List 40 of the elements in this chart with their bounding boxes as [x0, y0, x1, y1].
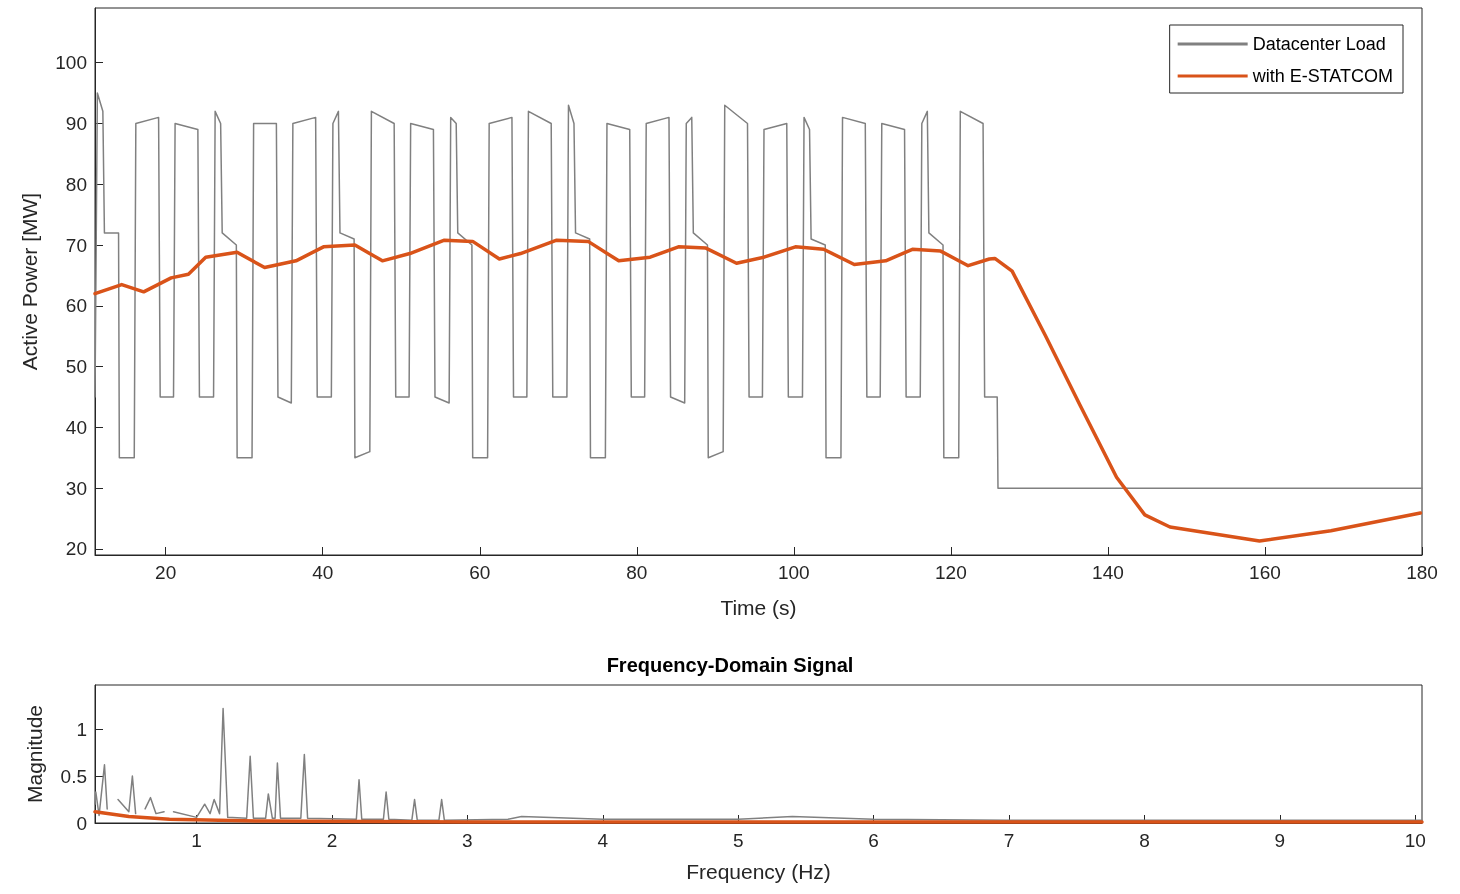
y-tick-label: 0.5	[60, 765, 87, 787]
x-tick-label: 100	[777, 562, 810, 583]
y-tick-label: 1	[76, 718, 87, 740]
x-tick-label: 180	[1406, 562, 1438, 583]
x-tick-label: 40	[312, 562, 334, 583]
y-tick-label: 100	[55, 52, 87, 74]
line-series	[94, 92, 1423, 489]
x-tick-label: 60	[469, 562, 491, 583]
x-tick-label: 6	[868, 830, 879, 851]
y-tick-label: 70	[65, 234, 87, 256]
x-tick-label: 2	[326, 830, 338, 851]
chart-title: Frequency-Domain Signal	[606, 654, 854, 676]
x-tick-label: 1	[191, 830, 202, 851]
x-tick-label: 80	[626, 562, 648, 583]
x-tick-label: 3	[462, 830, 473, 851]
x-axis-title: Frequency (Hz)	[686, 860, 831, 883]
x-tick-label: 140	[1092, 562, 1124, 583]
x-tick-label: 8	[1139, 830, 1150, 851]
y-tick-label: 60	[65, 295, 87, 317]
x-tick-label: 5	[732, 830, 744, 851]
x-tick-label: 7	[1003, 830, 1015, 851]
legend-label: Datacenter Load	[1252, 34, 1386, 54]
line-series	[93, 238, 1423, 543]
y-tick-label: 0	[76, 812, 87, 834]
y-tick-label: 80	[65, 173, 87, 195]
x-axis-title: Time (s)	[720, 596, 797, 619]
x-tick-label: 9	[1274, 830, 1286, 851]
y-tick-label: 30	[65, 477, 87, 499]
y-tick-label: 50	[65, 356, 87, 378]
legend-label: with E-STATCOM	[1251, 66, 1394, 86]
y-tick-label: 20	[65, 538, 87, 560]
y-axis-title: Active Power [MW]	[18, 192, 41, 371]
y-tick-label: 40	[65, 416, 87, 438]
x-tick-label: 120	[935, 562, 967, 583]
x-tick-label: 20	[155, 562, 177, 583]
y-axis-title: Magnitude	[23, 704, 46, 804]
x-tick-label: 160	[1249, 562, 1281, 583]
x-tick-label: 4	[597, 830, 609, 851]
x-tick-label: 10	[1404, 830, 1426, 851]
y-tick-label: 90	[65, 112, 87, 134]
